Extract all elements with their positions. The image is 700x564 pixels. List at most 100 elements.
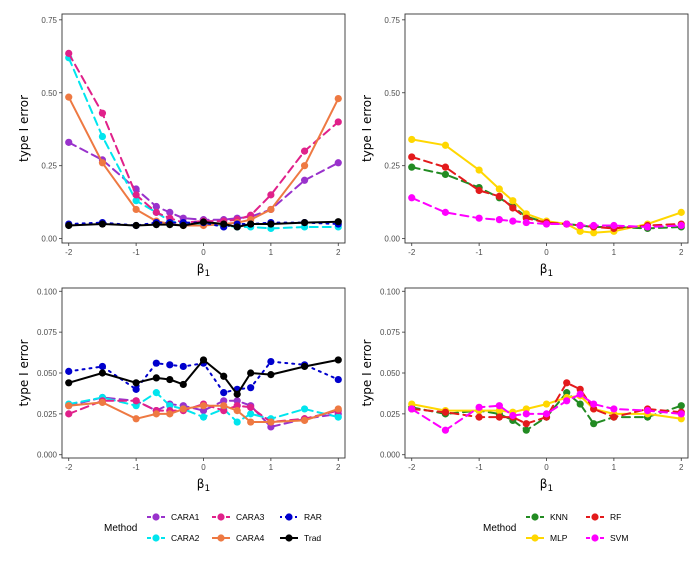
data-point [152, 374, 160, 382]
legend-key-point [217, 534, 225, 542]
data-point [495, 216, 503, 224]
data-point [267, 191, 275, 199]
series-svm [408, 390, 685, 434]
data-point [179, 405, 187, 413]
y-tick-label: 0.25 [384, 162, 400, 171]
y-tick-label: 0.050 [380, 369, 401, 378]
data-point [65, 93, 73, 101]
legend-label: MLP [550, 533, 568, 543]
data-point [408, 163, 416, 171]
data-point [152, 389, 160, 397]
data-point [267, 418, 275, 426]
data-point [132, 221, 140, 230]
data-point [98, 398, 107, 407]
legend-title: Method [483, 523, 516, 534]
legend-key-point [531, 513, 539, 521]
legend-key-point [152, 534, 160, 542]
data-point [233, 418, 241, 426]
legend-label: Trad [304, 533, 321, 543]
x-tick-label: 1 [612, 463, 617, 472]
data-point [132, 397, 140, 405]
data-point [199, 402, 208, 410]
x-tick-label: -1 [133, 463, 141, 472]
data-point [98, 159, 107, 167]
data-point [475, 403, 483, 411]
data-point [179, 380, 187, 389]
plot-background [405, 14, 688, 243]
data-point [542, 410, 551, 418]
legend-item-cara4: CARA4 [212, 533, 265, 543]
series-trad [65, 356, 342, 398]
legend-key-point [285, 513, 293, 521]
y-axis-title: type I error [360, 339, 374, 406]
data-point [495, 402, 503, 410]
data-point [65, 49, 73, 57]
y-tick-label: 0.00 [384, 235, 400, 244]
legend-label: CARA3 [236, 512, 265, 522]
data-point [152, 410, 160, 418]
data-point [408, 135, 416, 144]
plot-border [404, 13, 689, 244]
series-cara4 [65, 398, 342, 426]
data-point [267, 357, 275, 366]
y-tick-label: 0.050 [37, 369, 58, 378]
legend-key-point [591, 534, 599, 542]
legend-key-point [152, 513, 160, 521]
data-point [408, 153, 416, 161]
y-tick-label: 0.100 [380, 287, 401, 296]
x-axis-title: β1 [197, 262, 210, 279]
data-point [247, 418, 255, 426]
data-point [98, 109, 107, 117]
data-point [576, 221, 584, 230]
series-trad [65, 218, 342, 231]
legend-item-mlp: MLP [526, 533, 568, 543]
data-point [542, 400, 551, 408]
y-tick-label: 0.075 [380, 328, 401, 337]
data-point [166, 375, 174, 384]
x-tick-label: 0 [544, 248, 549, 257]
y-axis-title: type I error [17, 95, 31, 162]
y-tick-label: 0.025 [37, 410, 58, 419]
x-axis-title-subscript: 1 [204, 484, 210, 494]
data-point [220, 220, 228, 228]
data-point [220, 389, 228, 397]
data-point [233, 223, 241, 231]
data-point [590, 420, 598, 428]
x-tick-label: -2 [408, 248, 416, 257]
legend-item-cara3: CARA3 [212, 512, 265, 522]
data-point [65, 138, 73, 146]
legend-item-trad: Trad [280, 533, 321, 543]
data-point [247, 410, 255, 418]
data-point [509, 411, 517, 420]
data-point [98, 369, 107, 377]
data-point [334, 94, 342, 103]
x-tick-label: -2 [65, 463, 73, 472]
data-point [300, 176, 309, 184]
data-point [590, 400, 598, 408]
y-tick-label: 0.50 [384, 89, 400, 98]
data-point [267, 220, 275, 228]
data-point [509, 217, 517, 225]
data-point [152, 221, 160, 229]
legend-key-point [531, 534, 539, 542]
x-tick-label: -1 [476, 248, 484, 257]
x-axis-title: β1 [540, 477, 553, 494]
data-point [576, 227, 584, 235]
data-point [132, 379, 140, 387]
data-point [509, 197, 517, 205]
x-tick-label: 2 [336, 463, 341, 472]
data-point [65, 402, 73, 410]
data-point [610, 413, 618, 421]
legend-left: Method CARA1 CARA3 RAR CARA2 CARA4 Trad [104, 512, 322, 543]
y-tick-label: 0.25 [41, 162, 57, 171]
data-point [522, 426, 530, 434]
legend-label: KNN [550, 512, 568, 522]
data-point [495, 413, 503, 421]
data-point [179, 362, 187, 371]
legend-item-cara1: CARA1 [147, 512, 200, 522]
data-point [267, 205, 275, 214]
data-point [334, 375, 342, 384]
x-tick-label: -1 [476, 463, 484, 472]
